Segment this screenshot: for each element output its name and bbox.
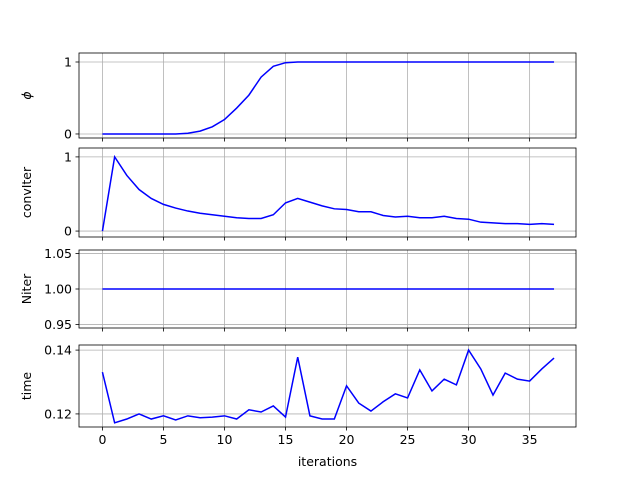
x-tick-label: 10 (217, 432, 233, 447)
x-axis-label: iterations (298, 454, 357, 469)
y-tick-label: 0 (64, 224, 72, 239)
y-tick-label: 0.14 (44, 343, 72, 358)
y-axis-label: time (19, 372, 34, 401)
x-tick-label: 15 (278, 432, 294, 447)
data-line (101, 348, 555, 424)
y-tick-label: 1 (64, 149, 72, 164)
y-axis-label: convIter (19, 166, 34, 218)
x-tick-label: 30 (461, 432, 477, 447)
y-tick-label: 0.12 (44, 406, 72, 421)
y-tick-label: 0.95 (44, 317, 72, 332)
x-tick-label: 35 (522, 432, 538, 447)
axes-frame (78, 344, 577, 428)
x-tick-label: 0 (98, 432, 106, 447)
axes-frame (78, 249, 577, 329)
y-tick-label: 0 (64, 126, 72, 141)
data-line (102, 61, 555, 135)
x-tick-label: 25 (400, 432, 416, 447)
data-line (101, 154, 555, 232)
axes-frame (78, 52, 577, 139)
y-tick-label: 1.05 (44, 246, 72, 261)
y-tick-label: 1 (64, 54, 72, 69)
x-tick-label: 20 (339, 432, 355, 447)
x-tick-label: 5 (159, 432, 167, 447)
y-tick-label: 1.00 (44, 282, 72, 297)
axes-frame (78, 147, 577, 238)
y-axis-label: Niter (19, 273, 34, 304)
y-axis-label: ϕ (19, 91, 34, 99)
